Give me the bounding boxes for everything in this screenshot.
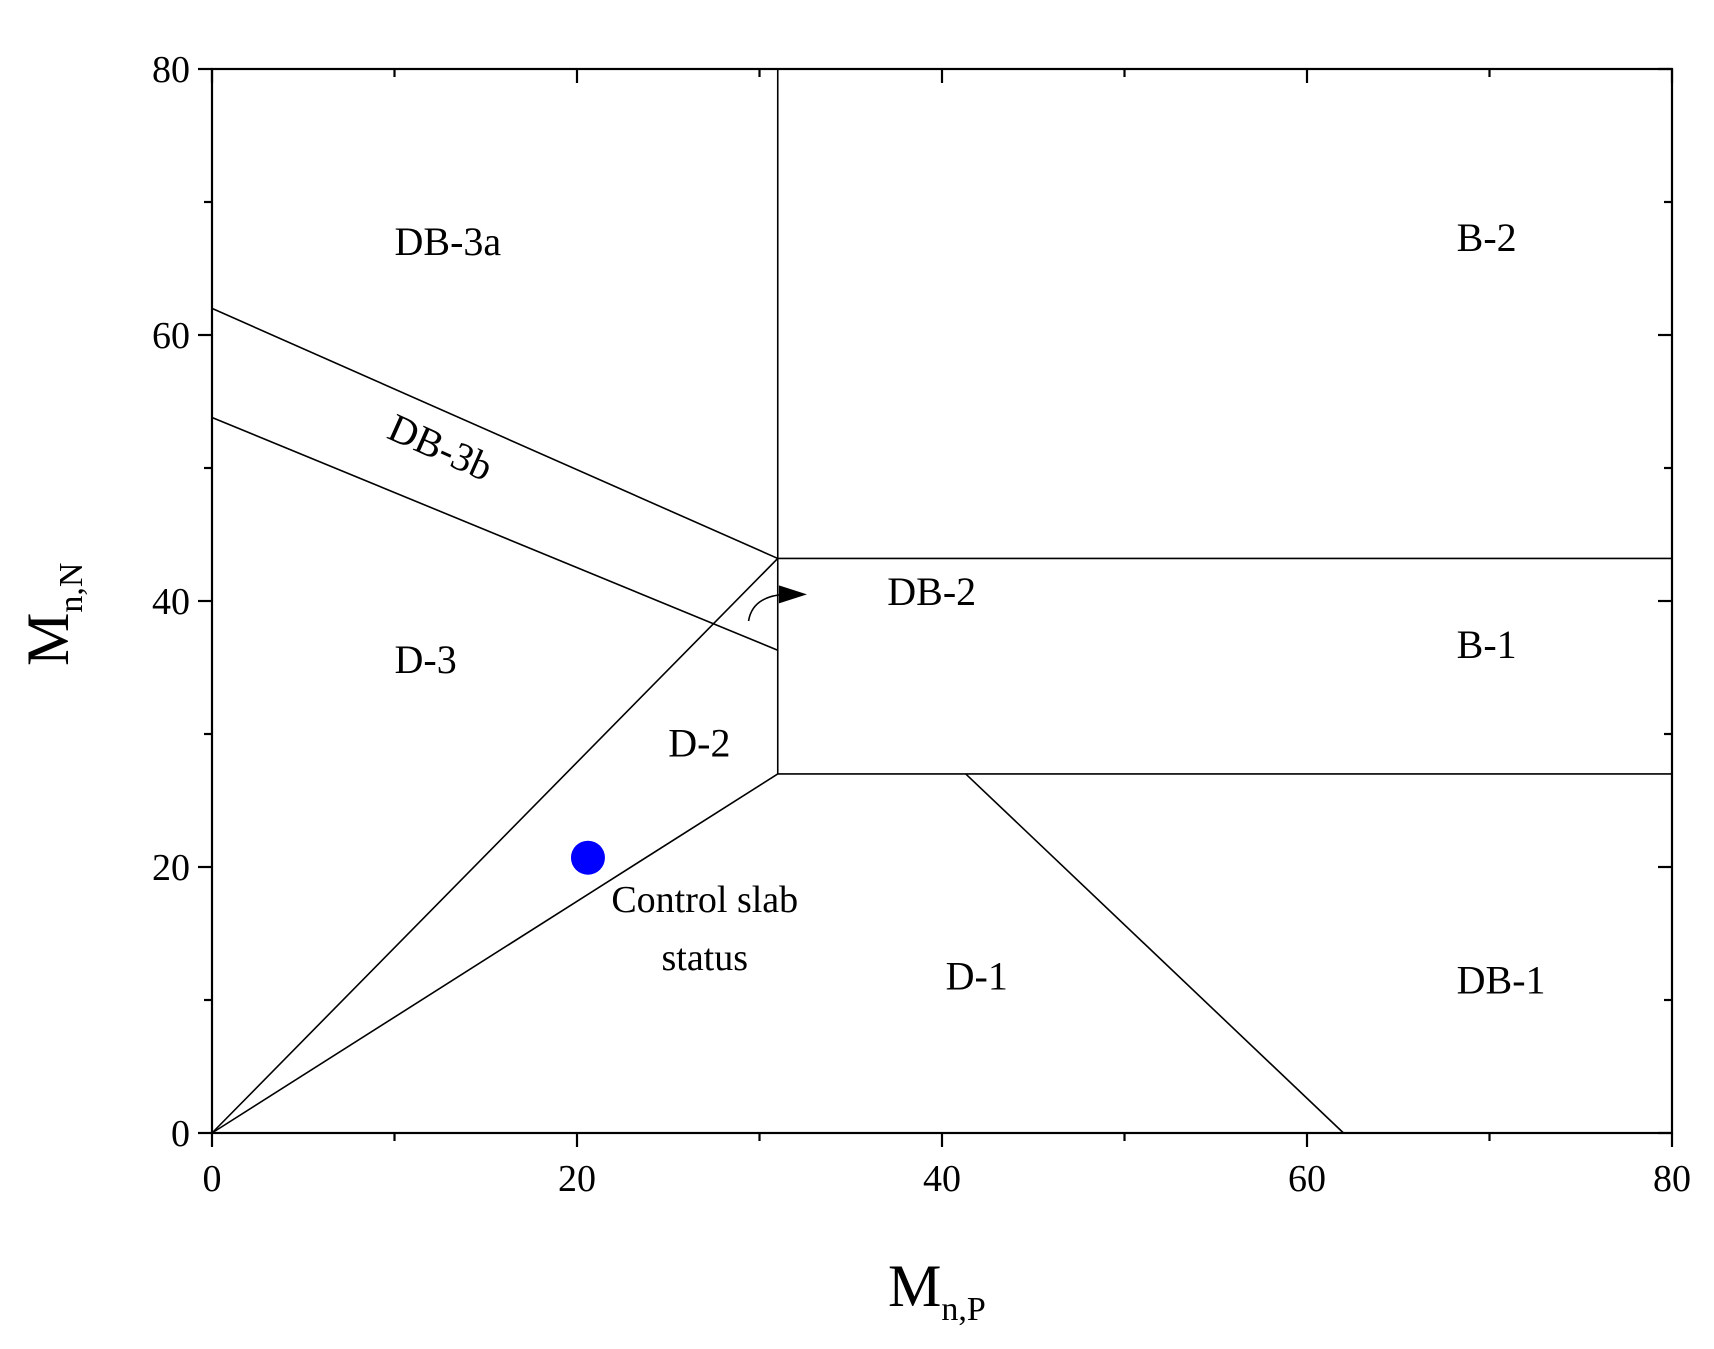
region-boundaries — [211, 69, 1672, 1134]
region-label-db-2: DB-2 — [887, 569, 976, 614]
y-tick-label: 40 — [152, 581, 190, 623]
y-tick-label: 20 — [152, 847, 190, 889]
y-axis-label-sub: n,N — [53, 563, 90, 613]
db3b-d3-boundary — [211, 416, 779, 651]
x-axis-label: Mn,P — [888, 1253, 986, 1328]
x-axis-label-main: M — [888, 1253, 941, 1319]
y-tick-label: 60 — [152, 315, 190, 357]
control-slab-annotation: Control slab status — [611, 879, 798, 979]
d1-db1-boundary — [965, 773, 1345, 1134]
region-label-db-3a: DB-3a — [395, 219, 502, 264]
annotation-line: Control slab — [611, 879, 798, 921]
region-label-d-2: D-2 — [668, 721, 730, 766]
y-tick-label: 0 — [171, 1113, 190, 1155]
region-label-b-1: B-1 — [1457, 622, 1517, 667]
x-tick-label: 0 — [203, 1158, 222, 1200]
region-label-db-3b: DB-3b — [382, 405, 500, 490]
region-label-d-1: D-1 — [946, 953, 1008, 998]
plot-frame — [210, 67, 1674, 1135]
region-label-db-1: DB-1 — [1457, 957, 1546, 1002]
arrow-head — [778, 585, 807, 604]
d2-d1-boundary — [211, 773, 779, 1134]
x-tick-label: 80 — [1653, 1158, 1691, 1200]
x-tick-label: 20 — [558, 1158, 596, 1200]
axis-ticks — [198, 67, 1674, 1147]
region-label-d-3: D-3 — [395, 637, 457, 682]
annotation-line: status — [661, 937, 748, 979]
db2-arrow — [747, 585, 807, 622]
control-slab-point — [570, 840, 605, 875]
data-points — [570, 840, 605, 875]
y-axis-label-main: M — [15, 613, 81, 666]
d3-d2-boundary — [211, 557, 779, 1134]
x-tick-label: 60 — [1288, 1158, 1326, 1200]
x-axis-label-sub: n,P — [941, 1291, 985, 1328]
region-label-b-2: B-2 — [1457, 215, 1517, 260]
tick-labels: 0 20 40 60 80 0 20 40 60 80 — [152, 49, 1691, 1200]
y-tick-label: 80 — [152, 49, 190, 91]
y-axis-label: Mn,N — [15, 563, 90, 666]
x-tick-label: 40 — [923, 1158, 961, 1200]
db3a-db3b-boundary — [211, 307, 779, 560]
region-labels: DB-3a DB-3b D-3 D-2 DB-2 B-2 B-1 D-1 DB-1 — [382, 215, 1546, 1002]
